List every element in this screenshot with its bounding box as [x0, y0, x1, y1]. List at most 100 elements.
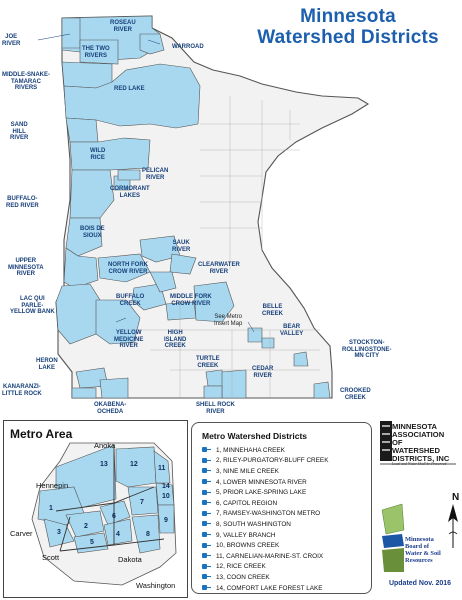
district-middle-fork-crow [149, 271, 177, 293]
legend-item: 12, RICE CREEK [202, 562, 328, 573]
label-roseau-river: ROSEAU RIVER [110, 20, 136, 33]
mawd-name: MINNESOTA ASSOCIATION OF WATERSHED DISTR… [392, 422, 450, 463]
metro-title: Metro Area [10, 427, 73, 441]
district-pelican-river [117, 169, 141, 181]
metro-num-6: 6 [112, 513, 116, 520]
metro-district-2 [65, 510, 105, 538]
metro-district-4 [103, 518, 133, 546]
label-high-island: HIGH ISLAND CREEK [164, 330, 187, 349]
district-stockton [293, 351, 309, 367]
label-warroad: WARROAD [172, 44, 204, 50]
label-cormorant-lakes: CORMORANT LAKES [110, 186, 150, 199]
label-north-fork-crow: NORTH FORK CROW RIVER [108, 262, 148, 275]
district-middle-snake-tamarac [61, 61, 113, 89]
label-kanaranzi: KANARANZI- LITTLE ROCK [2, 384, 42, 397]
metro-num-13: 13 [100, 461, 108, 468]
district-sand-hill-river [65, 117, 99, 143]
district-kanaranzi [71, 387, 97, 399]
legend-item: 3, NINE MILE CREEK [202, 466, 328, 477]
district-turtle-creek [205, 369, 225, 387]
label-yellow-medicine: YELLOW MEDICINE RIVER [114, 330, 144, 349]
label-upper-minnesota-river: UPPER MINNESOTA RIVER [8, 258, 44, 277]
metro-district-12 [115, 446, 157, 488]
metro-district-11 [153, 450, 171, 484]
district-pin-icon [202, 532, 211, 538]
metro-num-2: 2 [84, 523, 88, 530]
label-bois-de-sioux: BOIS DE SIOUX [80, 226, 105, 239]
district-pin-icon [202, 500, 211, 506]
label-lac-qui-parle: LAC QUI PARLE- YELLOW BANK [10, 296, 55, 315]
district-buffalo-red-river [69, 169, 115, 219]
district-pin-icon [202, 457, 211, 464]
district-pin-icon [202, 542, 211, 549]
label-cedar-river: CEDAR RIVER [252, 366, 274, 379]
district-wild-rice [69, 137, 151, 171]
district-pin-icon [202, 574, 211, 580]
legend-item: 5, PRIOR LAKE-SPRING LAKE [202, 487, 328, 498]
legend-item: 10, BROWNS CREEK [202, 540, 328, 551]
district-the-two-rivers [79, 39, 119, 65]
north-arrow-label: N [452, 492, 460, 503]
district-clearwater-river [169, 253, 197, 275]
county-label-dakota: Dakota [118, 555, 142, 564]
district-pin-icon [202, 447, 211, 453]
metro-num-11: 11 [158, 465, 166, 472]
legend-item: 8, SOUTH WASHINGTON [202, 519, 328, 530]
district-buffalo-creek [131, 283, 167, 311]
title-line-2: Watershed Districts [257, 27, 439, 48]
district-okabena [99, 377, 129, 399]
label-turtle-creek: TURTLE CREEK [196, 356, 220, 369]
district-pin-icon [202, 553, 211, 559]
district-warroad [139, 33, 165, 55]
metro-legend: Metro Watershed Districts 1, MINNEHAHA C… [191, 422, 372, 594]
label-red-lake: RED LAKE [114, 86, 145, 92]
district-pin-icon [202, 521, 211, 527]
label-shell-rock: SHELL ROCK RIVER [196, 402, 235, 415]
metro-num-7: 7 [140, 499, 144, 506]
legend-item: 7, RAMSEY-WASHINGTON METRO [202, 509, 328, 520]
district-pin-icon [202, 510, 211, 517]
label-metro-insert-note: See Metro Insert Map [214, 314, 243, 327]
legend-item: 9, VALLEY BRANCH [202, 530, 328, 541]
district-pin-icon [202, 479, 211, 485]
district-red-lake [63, 63, 201, 129]
county-lines [120, 96, 320, 398]
label-the-two-rivers: THE TWO RIVERS [82, 46, 110, 59]
county-label-anoka: Anoka [94, 441, 116, 450]
state-map [37, 15, 370, 399]
legend-item: 6, CAPITOL REGION [202, 498, 328, 509]
label-middle-snake-tamarac: MIDDLE-SNAKE- TAMARAC RIVERS [2, 72, 50, 91]
metro-num-1: 1 [49, 505, 53, 512]
metro-num-10: 10 [162, 493, 170, 500]
map-title: Minnesota Watershed Districts [238, 6, 458, 48]
district-crooked-creek [313, 381, 331, 399]
district-pin-icon [202, 489, 211, 496]
metro-num-14: 14 [162, 483, 170, 490]
label-bear-valley: BEAR VALLEY [280, 324, 304, 337]
leader-lines [37, 33, 255, 333]
label-wild-rice: WILD RICE [90, 148, 106, 161]
metro-district-3 [43, 518, 75, 548]
legend-item: 4, LOWER MINNESOTA RIVER [202, 477, 328, 488]
legend-item: 1, MINNEHAHA CREEK [202, 445, 328, 456]
label-crooked-creek: CROOKED CREEK [340, 388, 371, 401]
label-joe-river: JOE RIVER [2, 34, 21, 47]
district-lac-qui-parle [55, 283, 101, 345]
label-okabena: OKABENA- OCHEDA [94, 402, 127, 415]
legend-item: 2, RILEY-PURGATORY-BLUFF CREEK [202, 456, 328, 467]
bwsr-name: Minnesota Board of Water & Soil Resource… [405, 536, 441, 564]
north-arrow-icon [448, 504, 458, 548]
district-bear-valley [261, 337, 275, 349]
metro-county-lines [55, 445, 165, 552]
district-bois-de-sioux [65, 217, 103, 257]
label-belle-creek: BELLE CREEK [262, 304, 284, 317]
label-buffalo-creek: BUFFALO CREEK [116, 294, 145, 307]
metro-num-9: 9 [164, 517, 168, 524]
county-label-scott: Scott [42, 553, 60, 562]
metro-num-8: 8 [146, 531, 150, 538]
label-heron-lake: HERON LAKE [36, 358, 58, 371]
legend-item: 14, COMFORT LAKE FOREST LAKE [202, 583, 328, 594]
label-stockton: STOCKTON- ROLLINGSTONE- MN CITY [342, 340, 392, 359]
updated-date: Updated Nov. 2016 [388, 580, 452, 587]
bwsr-logo-icon [381, 503, 405, 572]
